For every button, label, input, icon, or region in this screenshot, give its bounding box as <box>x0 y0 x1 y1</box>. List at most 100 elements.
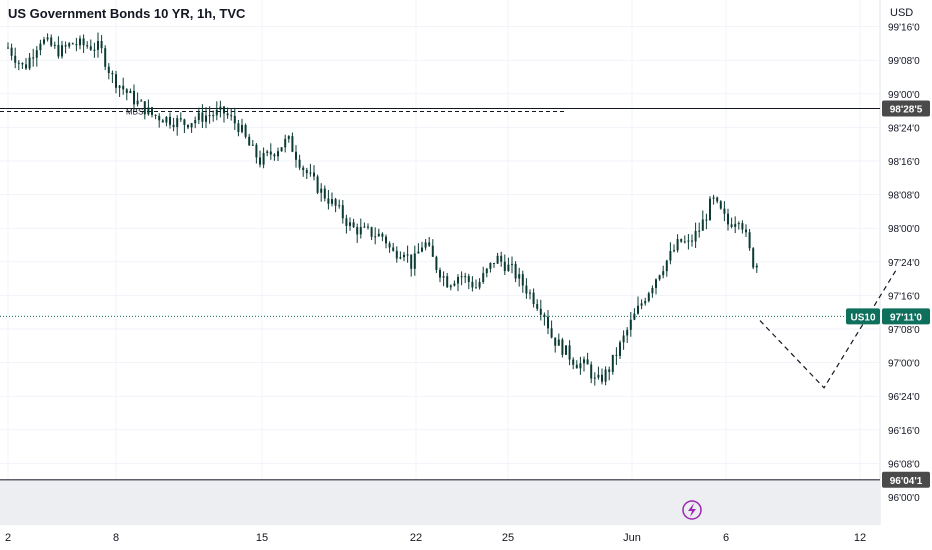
candle-body <box>349 222 351 226</box>
candle-body <box>543 314 546 317</box>
candle-body <box>471 281 474 288</box>
candle-body <box>259 157 261 165</box>
price-tick-label: 99'16'0 <box>888 23 920 34</box>
candle-body <box>550 328 553 338</box>
candle-body <box>39 43 42 51</box>
last-price-tag <box>882 308 930 325</box>
candle-body <box>503 261 506 272</box>
candle-body <box>687 240 690 242</box>
candle-body <box>14 55 17 63</box>
price-tick-label: 96'16'0 <box>888 426 920 437</box>
price-tick-label: 98'00'0 <box>888 224 920 235</box>
candle-body <box>287 136 290 139</box>
candle-body <box>593 377 596 379</box>
candle-body <box>129 90 132 93</box>
candle-body <box>547 316 549 329</box>
candle-body <box>752 248 755 268</box>
candle-body <box>626 329 629 336</box>
candle-body <box>424 242 427 248</box>
time-tick-label: 25 <box>502 532 514 544</box>
candle-body <box>79 38 81 46</box>
candle-body <box>683 241 686 243</box>
candle-body <box>417 251 420 254</box>
candle-body <box>399 257 402 259</box>
candle-body <box>262 153 265 165</box>
candle-body <box>140 100 143 102</box>
candle-body <box>446 276 449 288</box>
candle-body <box>705 219 708 221</box>
candle-body <box>611 354 614 372</box>
candle-body <box>536 304 539 309</box>
candle-body <box>464 276 467 278</box>
candle-body <box>320 188 323 193</box>
candle-body <box>273 154 276 157</box>
candle-body <box>561 339 564 355</box>
candle-body <box>104 48 107 67</box>
lightning-icon[interactable] <box>682 500 702 520</box>
candle-body <box>669 251 672 261</box>
candle-body <box>662 271 665 276</box>
candle-body <box>10 47 13 56</box>
candle-body <box>277 151 279 157</box>
mbs-price-tag <box>882 100 930 117</box>
candlestick-series <box>7 32 758 386</box>
candle-body <box>284 138 287 148</box>
candle-body <box>619 342 621 356</box>
candle-body <box>35 50 38 58</box>
candle-body <box>489 262 492 269</box>
candle-body <box>201 112 204 122</box>
candle-body <box>194 120 197 124</box>
time-axis[interactable]: 2 8 15 22 25 Jun 6 12 <box>5 532 866 544</box>
candle-body <box>359 227 362 235</box>
candle-body <box>392 247 395 251</box>
candle-body <box>521 274 524 286</box>
candle-body <box>712 197 715 199</box>
candle-body <box>633 313 636 320</box>
candle-body <box>241 125 243 132</box>
candle-body <box>485 268 488 274</box>
candle-body <box>439 269 441 278</box>
symbol-tag <box>846 308 880 325</box>
time-tick-label: 22 <box>410 532 422 544</box>
price-tick-label: 97'16'0 <box>888 291 920 302</box>
candle-body <box>233 115 236 124</box>
candle-body <box>554 337 557 346</box>
candle-body <box>572 359 575 365</box>
candle-body <box>21 62 24 65</box>
candle-body <box>496 255 499 264</box>
time-tick-label: 2 <box>5 532 11 544</box>
candle-body <box>413 253 416 269</box>
price-axis[interactable]: 96'00'0 96'08'0 96'16'0 96'24'0 97'00'0 97'08… <box>888 23 920 504</box>
candle-body <box>338 205 341 207</box>
candle-body <box>64 45 67 47</box>
candle-body <box>737 223 740 225</box>
candle-body <box>608 369 611 372</box>
price-tick-label: 98'24'0 <box>888 123 920 134</box>
candle-body <box>745 229 747 233</box>
candle-body <box>467 276 470 282</box>
candle-body <box>28 57 31 69</box>
candle-body <box>406 254 409 256</box>
candle-body <box>755 265 758 268</box>
candle-body <box>93 49 96 51</box>
candle-body <box>673 250 675 252</box>
candle-body <box>748 232 751 249</box>
candle-body <box>601 374 603 382</box>
candle-body <box>604 369 607 382</box>
currency-label: USD <box>890 7 914 19</box>
candle-body <box>453 283 456 286</box>
candle-body <box>723 208 726 214</box>
candle-body <box>701 219 704 231</box>
candle-body <box>118 85 121 88</box>
candle-body <box>622 335 625 343</box>
candle-body <box>17 62 20 64</box>
candle-body <box>57 44 60 57</box>
chart-title: US Government Bonds 10 YR, 1h, TVC <box>8 6 246 21</box>
candle-body <box>493 262 495 264</box>
candle-body <box>302 167 305 171</box>
support-zone <box>0 479 880 525</box>
price-tags: 98'28'5 97'11'0 US10 96'04'1 <box>846 100 930 488</box>
candle-body <box>403 254 405 258</box>
candle-body <box>133 90 135 105</box>
